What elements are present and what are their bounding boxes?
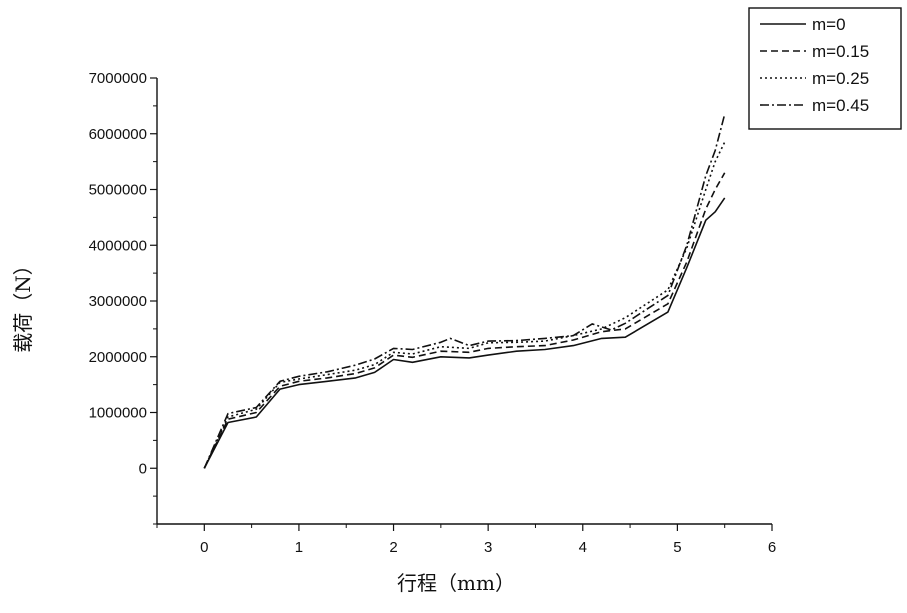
axes-layer: 0 1000000 2000000 3000000 4000000 5000000 6000… — [89, 70, 777, 556]
x-tick-label: 0 — [200, 539, 208, 556]
x-axis-title: 行程（mm） — [397, 571, 515, 595]
x-tick-label: 6 — [768, 539, 776, 556]
y-tick-label: 6000000 — [89, 126, 147, 143]
x-tick-label: 2 — [389, 539, 397, 556]
x-tick-label: 1 — [295, 539, 303, 556]
x-tick-label: 4 — [579, 539, 587, 556]
legend: m=0 m=0.15 m=0.25 m=0.45 — [748, 7, 902, 130]
y-tick-label: 4000000 — [89, 237, 147, 254]
legend-label: m=0.15 — [812, 42, 869, 61]
x-tick-label: 3 — [484, 539, 492, 556]
y-tick-label: 5000000 — [89, 182, 147, 199]
legend-label: m=0 — [812, 15, 846, 34]
series-line-m-0-45 — [203, 113, 726, 469]
legend-box — [748, 7, 902, 130]
y-tick-label: 1000000 — [89, 405, 147, 422]
y-tick-label: 2000000 — [89, 349, 147, 366]
legend-label: m=0.25 — [812, 69, 869, 88]
y-tick-label: 0 — [139, 460, 147, 477]
series-line-m-0-25 — [203, 141, 726, 469]
x-tick-label: 5 — [673, 539, 681, 556]
y-axis-title: 载荷（N） — [11, 255, 35, 353]
legend-label: m=0.45 — [812, 96, 869, 115]
series-line-m-0-15 — [203, 172, 726, 469]
series-line-m-0 — [203, 197, 726, 469]
series-layer — [203, 113, 726, 469]
y-tick-label: 3000000 — [89, 293, 147, 310]
y-tick-label: 7000000 — [89, 70, 147, 87]
